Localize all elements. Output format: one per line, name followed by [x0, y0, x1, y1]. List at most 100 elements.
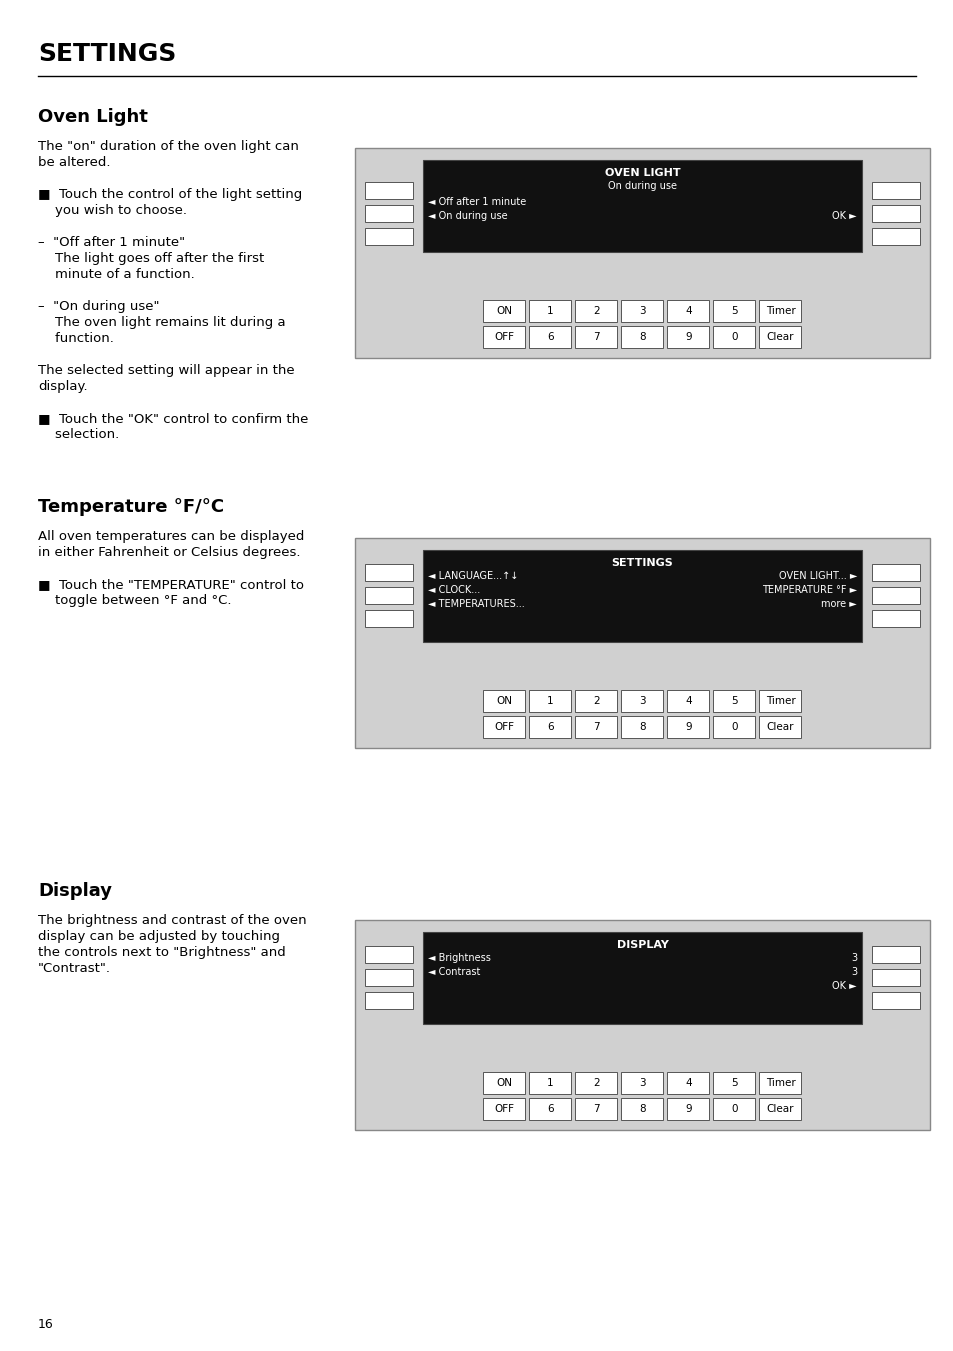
Text: display can be adjusted by touching: display can be adjusted by touching: [38, 929, 280, 943]
Text: ON: ON: [496, 696, 512, 707]
Text: 6: 6: [547, 721, 554, 732]
Text: All oven temperatures can be displayed: All oven temperatures can be displayed: [38, 530, 304, 543]
Bar: [713, 326, 755, 349]
Text: Timer: Timer: [765, 1078, 795, 1088]
Bar: [575, 690, 617, 712]
Bar: [667, 300, 709, 322]
Text: The light goes off after the first: The light goes off after the first: [38, 253, 264, 265]
Text: 3: 3: [850, 952, 856, 963]
Text: 6: 6: [547, 1104, 554, 1115]
Text: 9: 9: [684, 1104, 691, 1115]
Bar: [713, 1098, 755, 1120]
Text: 9: 9: [684, 332, 691, 342]
Text: ON: ON: [496, 305, 512, 316]
Text: ■  Touch the "TEMPERATURE" control to: ■ Touch the "TEMPERATURE" control to: [38, 578, 304, 590]
Text: 3: 3: [639, 305, 645, 316]
Text: OFF: OFF: [494, 1104, 514, 1115]
Text: ◄ CLOCK...: ◄ CLOCK...: [428, 585, 479, 594]
Bar: [667, 1071, 709, 1094]
Text: ◄ Brightness: ◄ Brightness: [428, 952, 491, 963]
Text: 7: 7: [593, 721, 599, 732]
Text: 5: 5: [730, 696, 737, 707]
Bar: [529, 326, 571, 349]
Text: The oven light remains lit during a: The oven light remains lit during a: [38, 316, 285, 330]
Text: 9: 9: [684, 721, 691, 732]
Text: Clear: Clear: [766, 332, 794, 342]
Text: On during use: On during use: [607, 181, 677, 190]
Bar: [422, 932, 862, 1024]
Bar: [759, 300, 801, 322]
Text: 2: 2: [593, 696, 599, 707]
Bar: [713, 716, 755, 738]
Bar: [483, 690, 525, 712]
Bar: [529, 300, 571, 322]
Bar: [529, 690, 571, 712]
Text: 4: 4: [684, 305, 691, 316]
Bar: [355, 149, 929, 358]
Text: OFF: OFF: [494, 721, 514, 732]
Text: 1: 1: [547, 305, 554, 316]
Bar: [483, 1098, 525, 1120]
Text: display.: display.: [38, 380, 88, 393]
Text: OVEN LIGHT: OVEN LIGHT: [604, 168, 679, 178]
Text: the controls next to "Brightness" and: the controls next to "Brightness" and: [38, 946, 286, 959]
Text: ◄ Off after 1 minute: ◄ Off after 1 minute: [428, 197, 526, 207]
Text: ◄ Contrast: ◄ Contrast: [428, 967, 480, 977]
Bar: [620, 716, 662, 738]
Bar: [529, 1098, 571, 1120]
Text: 16: 16: [38, 1319, 53, 1331]
Text: ◄ TEMPERATURES...: ◄ TEMPERATURES...: [428, 598, 524, 609]
Bar: [871, 563, 919, 581]
Text: –  "On during use": – "On during use": [38, 300, 159, 313]
Bar: [529, 716, 571, 738]
Text: 5: 5: [730, 1078, 737, 1088]
Text: Display: Display: [38, 882, 112, 900]
Text: toggle between °F and °C.: toggle between °F and °C.: [38, 594, 232, 607]
Bar: [422, 550, 862, 642]
Bar: [871, 205, 919, 222]
Text: 3: 3: [639, 696, 645, 707]
Bar: [759, 690, 801, 712]
Text: 2: 2: [593, 305, 599, 316]
Bar: [483, 1071, 525, 1094]
Bar: [871, 182, 919, 199]
Text: more ►: more ►: [821, 598, 856, 609]
Bar: [422, 159, 862, 253]
Text: minute of a function.: minute of a function.: [38, 267, 194, 281]
Bar: [365, 992, 413, 1009]
Text: ON: ON: [496, 1078, 512, 1088]
Text: DISPLAY: DISPLAY: [616, 940, 668, 950]
Bar: [365, 946, 413, 963]
Bar: [620, 1098, 662, 1120]
Text: 7: 7: [593, 332, 599, 342]
Bar: [871, 946, 919, 963]
Bar: [355, 920, 929, 1129]
Bar: [759, 1071, 801, 1094]
Text: 4: 4: [684, 696, 691, 707]
Text: The selected setting will appear in the: The selected setting will appear in the: [38, 363, 294, 377]
Bar: [871, 228, 919, 245]
Text: function.: function.: [38, 332, 113, 345]
Bar: [871, 586, 919, 604]
Bar: [575, 300, 617, 322]
Text: ■  Touch the "OK" control to confirm the: ■ Touch the "OK" control to confirm the: [38, 412, 308, 426]
Bar: [365, 182, 413, 199]
Bar: [355, 538, 929, 748]
Text: The brightness and contrast of the oven: The brightness and contrast of the oven: [38, 915, 306, 927]
Text: be altered.: be altered.: [38, 155, 111, 169]
Text: in either Fahrenheit or Celsius degrees.: in either Fahrenheit or Celsius degrees.: [38, 546, 300, 559]
Text: TEMPERATURE °F ►: TEMPERATURE °F ►: [761, 585, 856, 594]
Bar: [871, 611, 919, 627]
Text: 1: 1: [547, 1078, 554, 1088]
Text: 8: 8: [639, 721, 645, 732]
Bar: [713, 300, 755, 322]
Text: Clear: Clear: [766, 721, 794, 732]
Bar: [713, 690, 755, 712]
Text: Temperature °F/°C: Temperature °F/°C: [38, 499, 224, 516]
Bar: [759, 326, 801, 349]
Text: OVEN LIGHT... ►: OVEN LIGHT... ►: [778, 571, 856, 581]
Text: 0: 0: [731, 721, 737, 732]
Text: OK ►: OK ►: [832, 211, 856, 222]
Bar: [871, 969, 919, 986]
Text: 4: 4: [684, 1078, 691, 1088]
